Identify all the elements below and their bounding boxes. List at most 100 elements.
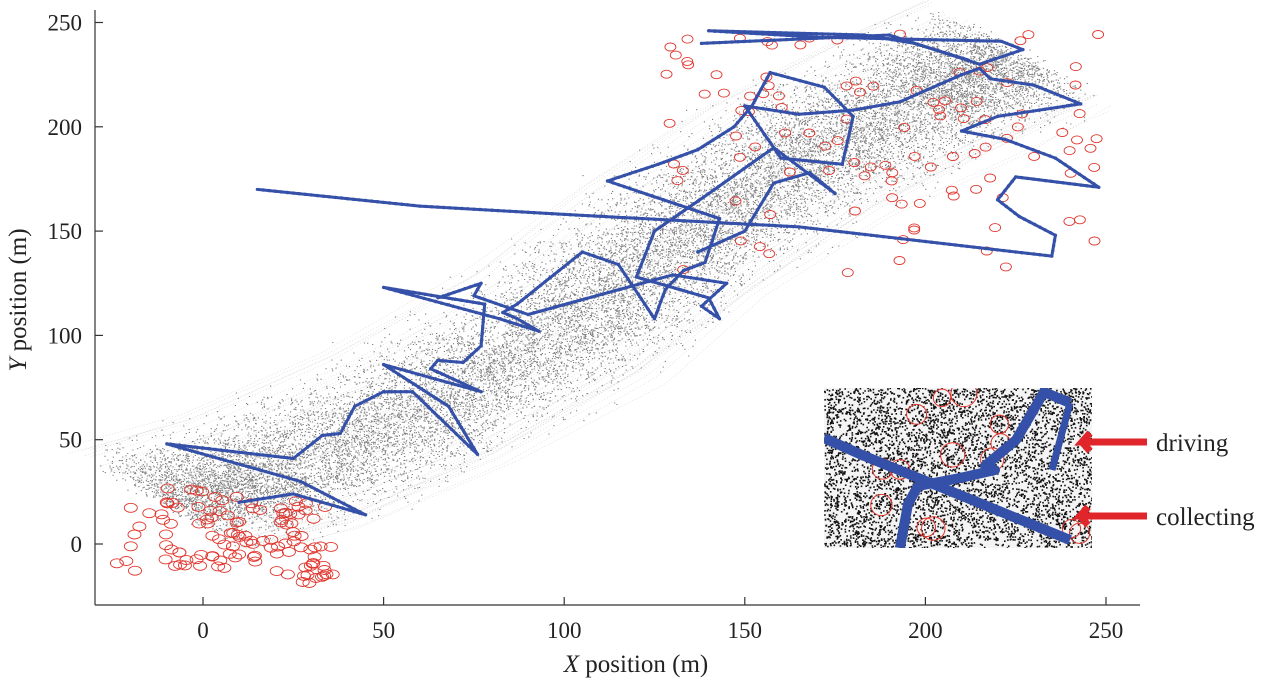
end-circle — [717, 88, 730, 98]
path-point — [713, 220, 717, 225]
path-point — [717, 216, 722, 221]
path-point — [387, 201, 392, 205]
path-point — [757, 156, 761, 160]
collecting-arrow-icon — [1072, 504, 1147, 528]
path-point — [364, 398, 368, 403]
path-point — [1013, 211, 1017, 215]
path-point — [1043, 178, 1048, 183]
path-point — [756, 93, 760, 97]
path-point — [1055, 180, 1059, 184]
path-point — [1049, 90, 1054, 94]
path-point — [415, 394, 419, 398]
path-point — [566, 301, 571, 306]
path-point — [845, 108, 849, 113]
end-circle — [849, 76, 862, 86]
path-point — [887, 33, 891, 37]
path-point — [862, 36, 867, 40]
end-circle — [819, 141, 832, 151]
path-point — [774, 72, 778, 76]
path-point — [912, 41, 917, 46]
start-circle — [119, 556, 134, 566]
path-point — [479, 390, 483, 394]
end-circle — [895, 199, 908, 209]
path-point — [924, 45, 929, 49]
path-point — [454, 431, 458, 436]
path-point — [810, 82, 814, 86]
path-point — [474, 283, 478, 287]
start-circle — [325, 569, 340, 580]
path-point — [1043, 228, 1047, 232]
path-point — [543, 280, 547, 284]
path-point — [990, 135, 995, 139]
inset-target — [870, 493, 893, 517]
path-point — [943, 50, 947, 55]
path-point — [649, 312, 653, 316]
path-point — [341, 426, 345, 430]
path-point — [826, 32, 830, 36]
path-point — [800, 167, 804, 171]
path-point — [935, 241, 940, 245]
start-circle — [195, 486, 209, 497]
inset-target — [916, 517, 937, 538]
path-point — [331, 496, 335, 500]
path-point — [993, 39, 997, 43]
path-point — [711, 243, 716, 247]
path-point — [742, 30, 747, 34]
path-point — [1077, 172, 1082, 176]
path-point — [604, 258, 608, 262]
end-circle — [968, 149, 981, 158]
path-point — [1033, 222, 1037, 227]
end-circle — [1022, 30, 1035, 40]
path-point — [966, 58, 970, 63]
path-point — [850, 33, 854, 37]
path-point — [910, 40, 914, 44]
end-circle — [947, 191, 960, 201]
path-point — [743, 112, 747, 117]
end-circle — [1088, 236, 1101, 246]
path-point — [1044, 253, 1048, 258]
path-point — [822, 160, 826, 165]
y-tick-label: 0 — [71, 532, 83, 557]
end-circle — [955, 103, 967, 113]
path-point — [393, 288, 397, 293]
path-point — [520, 210, 524, 214]
end-circle — [841, 268, 854, 278]
path-point — [229, 460, 233, 464]
path-point — [803, 112, 807, 116]
path-point — [529, 291, 533, 295]
path-point — [1073, 169, 1077, 173]
path-point — [791, 224, 795, 229]
path-point — [755, 208, 760, 212]
path-point — [809, 35, 813, 39]
path-point — [732, 234, 737, 238]
path-point — [393, 366, 397, 370]
start-circle — [281, 546, 296, 557]
path-point — [808, 31, 812, 36]
path-point — [909, 95, 913, 99]
path-point — [381, 362, 386, 367]
path-point — [468, 384, 472, 389]
path-point — [231, 449, 235, 454]
path-point — [342, 502, 346, 506]
path-point — [459, 425, 464, 430]
path-point — [428, 406, 432, 411]
path-point — [696, 250, 700, 254]
path-point — [267, 495, 271, 500]
path-point — [211, 455, 216, 459]
path-point — [426, 391, 431, 396]
path-point — [747, 163, 751, 167]
path-point — [525, 326, 530, 330]
end-circle — [1011, 122, 1024, 132]
path-point — [1053, 233, 1058, 237]
path-point — [1031, 177, 1036, 181]
end-circle — [681, 56, 694, 66]
path-point — [499, 303, 503, 307]
path-point — [1019, 175, 1024, 180]
start-circle — [217, 539, 232, 550]
path-point — [694, 276, 699, 281]
path-point — [804, 80, 808, 85]
path-point — [633, 287, 637, 291]
path-point — [652, 317, 657, 321]
path-point — [376, 392, 380, 397]
path-point — [736, 29, 741, 34]
